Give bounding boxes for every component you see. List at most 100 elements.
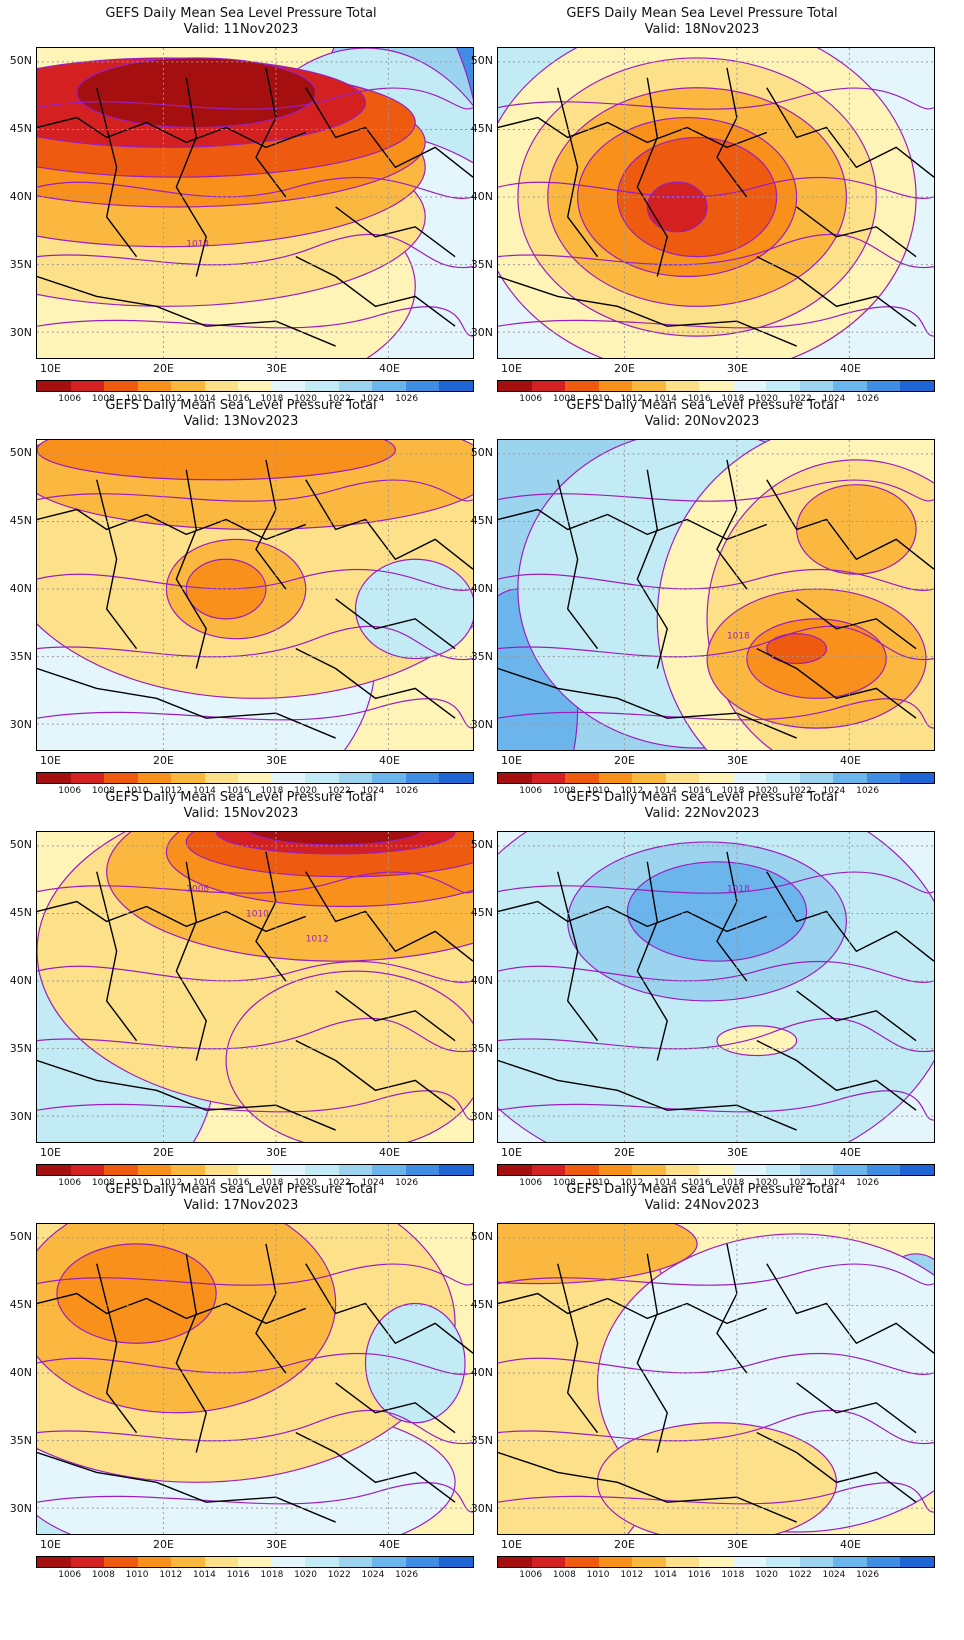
pressure-region [766, 633, 828, 665]
colorbar-swatch [699, 381, 733, 391]
latitude-label: 40N [470, 582, 493, 595]
colorbar-label: 1018 [260, 1178, 284, 1188]
latitude-label: 45N [470, 906, 493, 919]
pressure-region [248, 832, 423, 846]
longitude-label: 30E [727, 1146, 748, 1159]
colorbar-swatch [833, 381, 867, 391]
colorbar-swatch [498, 1165, 532, 1175]
isobar-line [37, 1263, 473, 1286]
colorbar-label: 1008 [552, 394, 576, 404]
country-border [636, 77, 668, 277]
colorbar-label: 1016 [226, 1178, 250, 1188]
colorbar-label: 1008 [91, 786, 115, 796]
country-border [175, 77, 207, 277]
colorbar-swatch [565, 773, 599, 783]
colorbar-swatch [372, 1165, 406, 1175]
colorbar-swatch [37, 1557, 71, 1567]
colorbar-swatch [699, 773, 733, 783]
country-border [295, 256, 456, 327]
latitude-label: 45N [470, 122, 493, 135]
panel-title: GEFS Daily Mean Sea Level Pressure Total [566, 398, 838, 413]
country-border [335, 206, 456, 258]
colorbar-swatch [37, 381, 71, 391]
longitude-label: 20E [153, 754, 174, 767]
colorbar-swatch [598, 773, 633, 783]
colorbar-swatch [439, 773, 473, 783]
colorbar-swatch [699, 1165, 733, 1175]
colorbar-label: 1008 [91, 1178, 115, 1188]
longitude-label: 30E [266, 1538, 287, 1551]
longitude-label: 30E [727, 1538, 748, 1551]
latitude-label: 45N [9, 514, 32, 527]
latitude-label: 35N [470, 258, 493, 271]
country-border [716, 851, 748, 982]
longitude-label: 20E [153, 1146, 174, 1159]
colorbar-label: 1006 [519, 1570, 543, 1580]
colorbar-swatch [799, 381, 834, 391]
colorbar-swatch [70, 381, 105, 391]
colorbar-label: 1026 [395, 1178, 419, 1188]
colorbar-swatch [732, 1165, 767, 1175]
isobar-line [37, 1482, 473, 1513]
colorbar-swatch [439, 381, 473, 391]
isobar-line [498, 698, 934, 729]
colorbar-swatch [799, 1165, 834, 1175]
colorbar-label: 1010 [586, 394, 610, 404]
colorbar-label: 1006 [58, 1178, 82, 1188]
colorbar-label: 1022 [788, 786, 812, 796]
colorbar-swatch [137, 1165, 172, 1175]
colorbar-swatch [531, 773, 566, 783]
isobar-line [498, 1352, 934, 1375]
colorbar-label: 1018 [260, 786, 284, 796]
colorbar-swatch [405, 773, 440, 783]
colorbar-swatch [732, 381, 767, 391]
pressure-region [225, 970, 473, 1142]
longitude-label: 40E [840, 1146, 861, 1159]
colorbar-swatch [372, 1557, 406, 1567]
colorbar-label: 1012 [620, 1178, 644, 1188]
pressure-map: 1014 [36, 47, 474, 359]
colorbar-swatch [665, 381, 700, 391]
longitude-label: 40E [840, 754, 861, 767]
isobar-line [37, 960, 473, 983]
country-border [37, 667, 336, 739]
country-border [796, 206, 917, 258]
latitude-label: 50N [470, 54, 493, 67]
colorbar [497, 380, 935, 392]
map-panel: GEFS Daily Mean Sea Level Pressure Total… [461, 0, 943, 410]
colorbar-label: 1022 [788, 1570, 812, 1580]
colorbar-swatch [171, 381, 205, 391]
colorbar-swatch [900, 773, 934, 783]
pressure-map [36, 439, 474, 751]
isobar-line [37, 176, 473, 199]
panel-title: GEFS Daily Mean Sea Level Pressure Total [105, 790, 377, 805]
colorbar-swatch [104, 1557, 138, 1567]
isobar-line [498, 1017, 934, 1053]
colorbar-swatch [137, 381, 172, 391]
longitude-label: 30E [727, 754, 748, 767]
colorbar-swatch [531, 1557, 566, 1567]
colorbar-swatch [598, 1165, 633, 1175]
colorbar-swatch [204, 1165, 239, 1175]
panel-valid-date: Valid: 13Nov2023 [183, 414, 299, 429]
isobar-line [498, 306, 934, 337]
longitude-label: 10E [40, 754, 61, 767]
colorbar-swatch [732, 1557, 767, 1567]
panel-valid-date: Valid: 20Nov2023 [644, 414, 760, 429]
country-border [557, 87, 599, 258]
colorbar-swatch [372, 773, 406, 783]
country-border [335, 1382, 456, 1434]
isobar-line [37, 1090, 473, 1121]
country-border [37, 508, 307, 541]
colorbar-swatch [70, 1165, 105, 1175]
colorbar-swatch [271, 1165, 306, 1175]
colorbar-swatch [866, 1165, 901, 1175]
longitude-label: 20E [614, 754, 635, 767]
panel-valid-date: Valid: 11Nov2023 [183, 22, 299, 37]
colorbar-swatch [137, 1557, 172, 1567]
colorbar-swatch [271, 381, 306, 391]
isobar-line [37, 698, 473, 729]
pressure-region [76, 57, 317, 129]
latitude-label: 35N [470, 1042, 493, 1055]
colorbar-label: 1012 [620, 786, 644, 796]
